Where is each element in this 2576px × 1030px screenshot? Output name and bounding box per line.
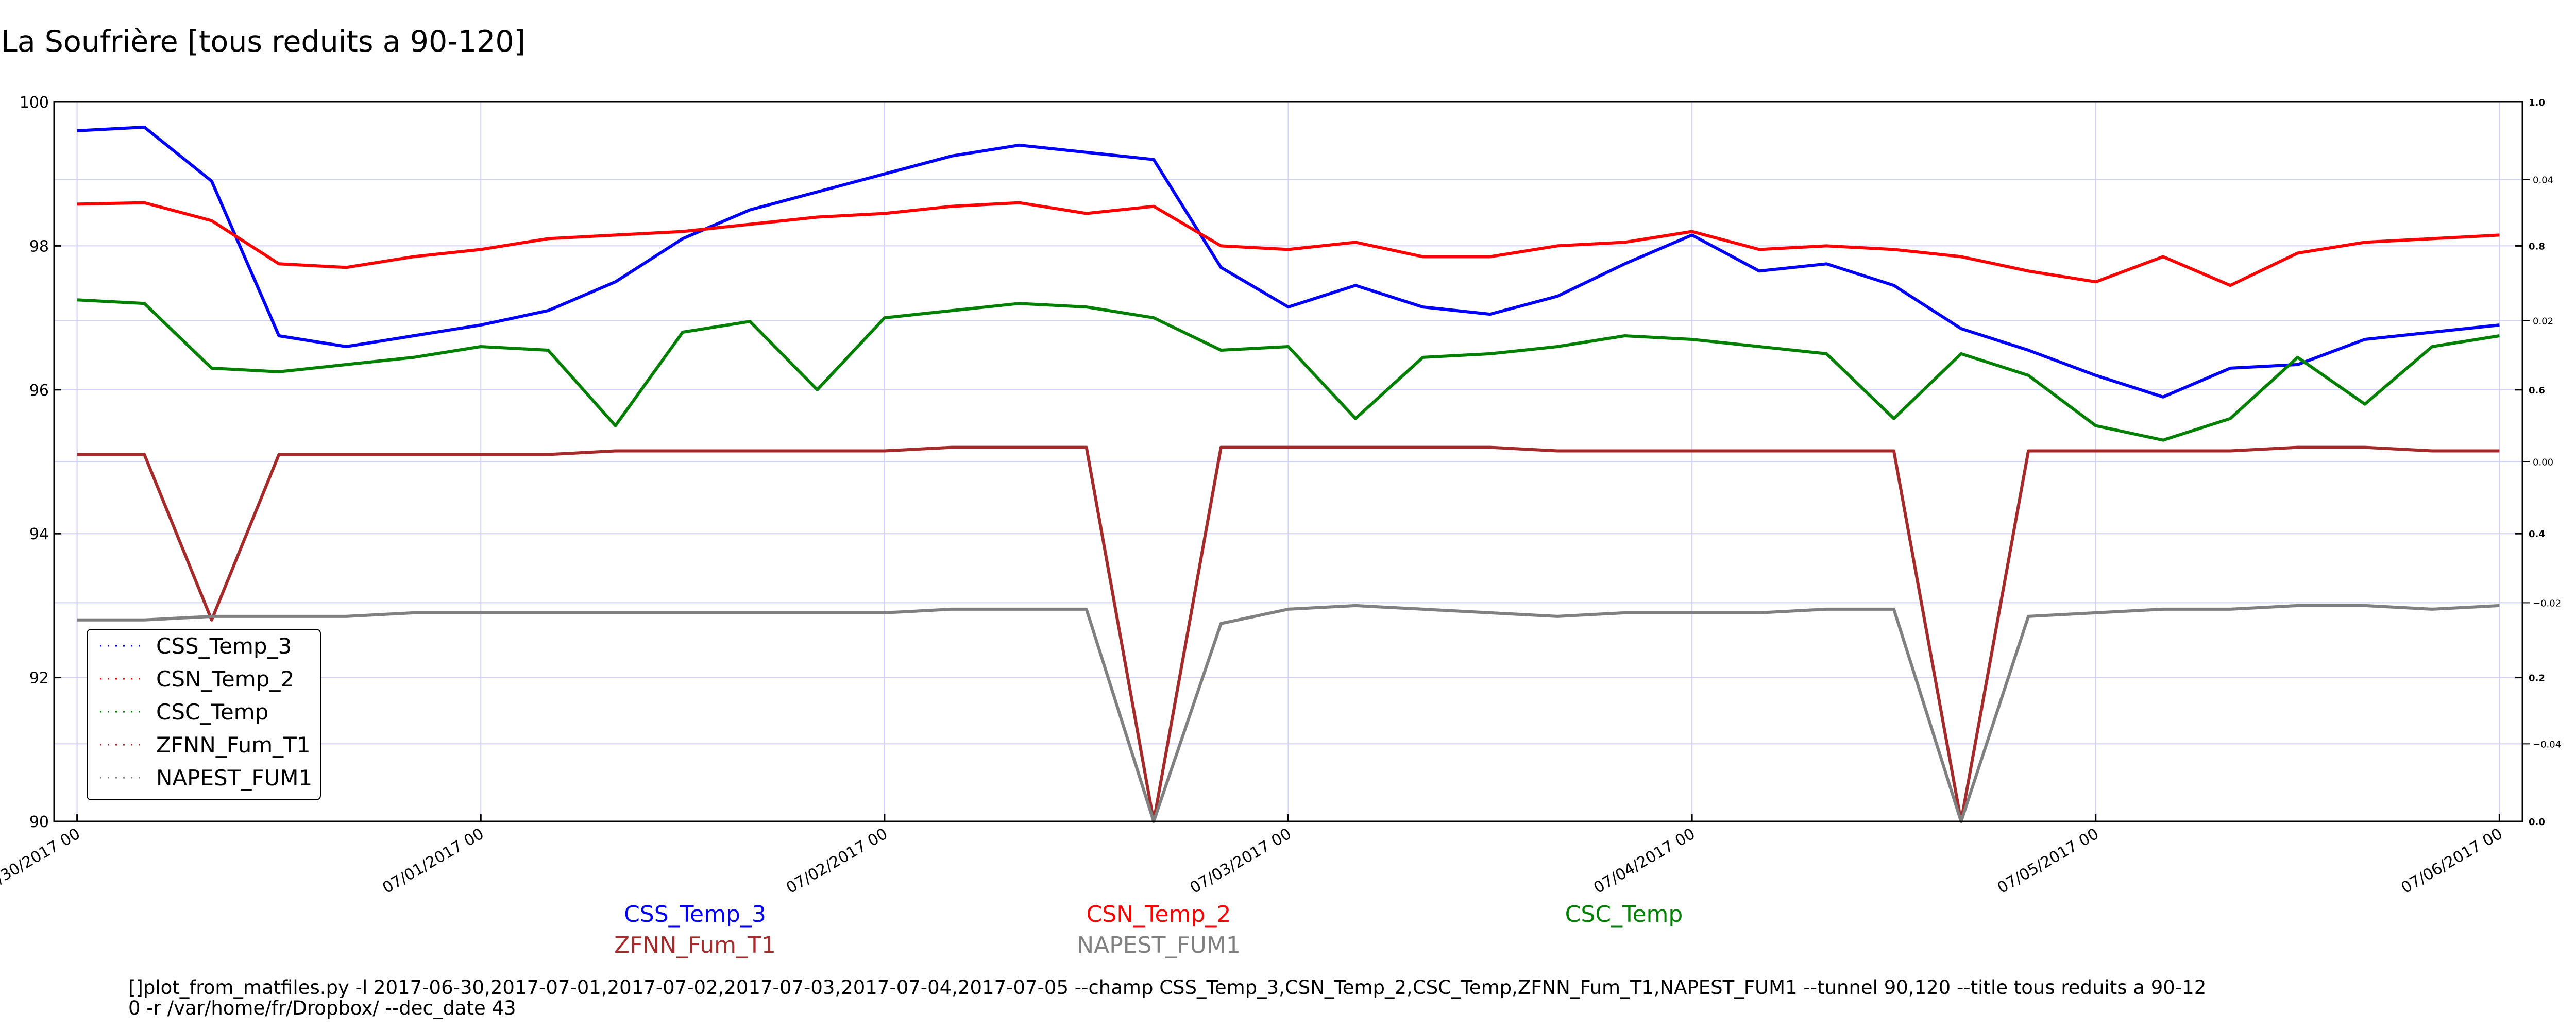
x-tick-label: 07/03/2017 00 [1187, 825, 1295, 898]
series-caption: NAPEST_FUM1 [1077, 932, 1241, 958]
footer-line: 0 -r /var/home/fr/Dropbox/ --dec_date 43 [128, 997, 516, 1019]
y3-tick-label: 0.00 [2533, 457, 2553, 468]
legend: CSS_Temp_3 CSN_Temp_2 CSC_Temp ZFNN_Fum_T1 N… [87, 629, 321, 800]
y2-tick-label: 0.6 [2529, 385, 2545, 396]
y-tick-label: 92 [29, 670, 49, 688]
y3-tick-label: −0.02 [2533, 598, 2561, 609]
chart-title: La Soufrière [tous reduits a 90-120] [1, 25, 526, 59]
y-tick-label: 96 [29, 382, 49, 400]
x-tick-label: 07/04/2017 00 [1591, 825, 1699, 898]
legend-label: CSN_Temp_2 [156, 666, 294, 692]
series-caption: CSN_Temp_2 [1087, 901, 1231, 928]
y2-tick-label: 1.0 [2529, 97, 2545, 108]
legend-label: CSS_Temp_3 [156, 633, 292, 659]
y3-tick-label: 0.02 [2533, 316, 2553, 327]
y2-tick-label: 0.4 [2529, 529, 2545, 540]
y-tick-label: 94 [29, 525, 49, 543]
series-caption: ZFNN_Fum_T1 [614, 932, 776, 958]
x-tick-label: 06/30/2017 00 [0, 825, 83, 898]
x-tick-label: 07/06/2017 00 [2398, 825, 2506, 898]
y2-tick-label: 0.0 [2529, 817, 2545, 828]
legend-label: ZFNN_Fum_T1 [156, 732, 311, 758]
series-line [77, 125, 2500, 399]
y-tick-label: 98 [29, 237, 49, 255]
y2-tick-label: 0.2 [2529, 673, 2545, 684]
y2-tick-label: 0.8 [2529, 241, 2545, 252]
y3-tick-label: −0.04 [2533, 739, 2561, 750]
footer-line: []plot_from_matfiles.py -l 2017-06-30,20… [128, 976, 2206, 999]
series-line [77, 298, 2500, 442]
series-line [77, 201, 2500, 287]
y-tick-label: 100 [20, 94, 49, 112]
y3-tick-label: 0.04 [2533, 175, 2553, 186]
x-tick-label: 07/02/2017 00 [783, 825, 891, 898]
series-caption: CSC_Temp [1565, 901, 1683, 928]
legend-box [87, 629, 321, 800]
x-tick-label: 07/01/2017 00 [380, 825, 487, 898]
series-line [77, 604, 2500, 823]
legend-label: CSC_Temp [156, 699, 268, 725]
x-tick-label: 07/05/2017 00 [1994, 825, 2102, 898]
y-tick-label: 90 [29, 813, 49, 831]
series-caption: CSS_Temp_3 [624, 901, 766, 928]
legend-label: NAPEST_FUM1 [156, 765, 312, 791]
series-line [77, 445, 2500, 823]
